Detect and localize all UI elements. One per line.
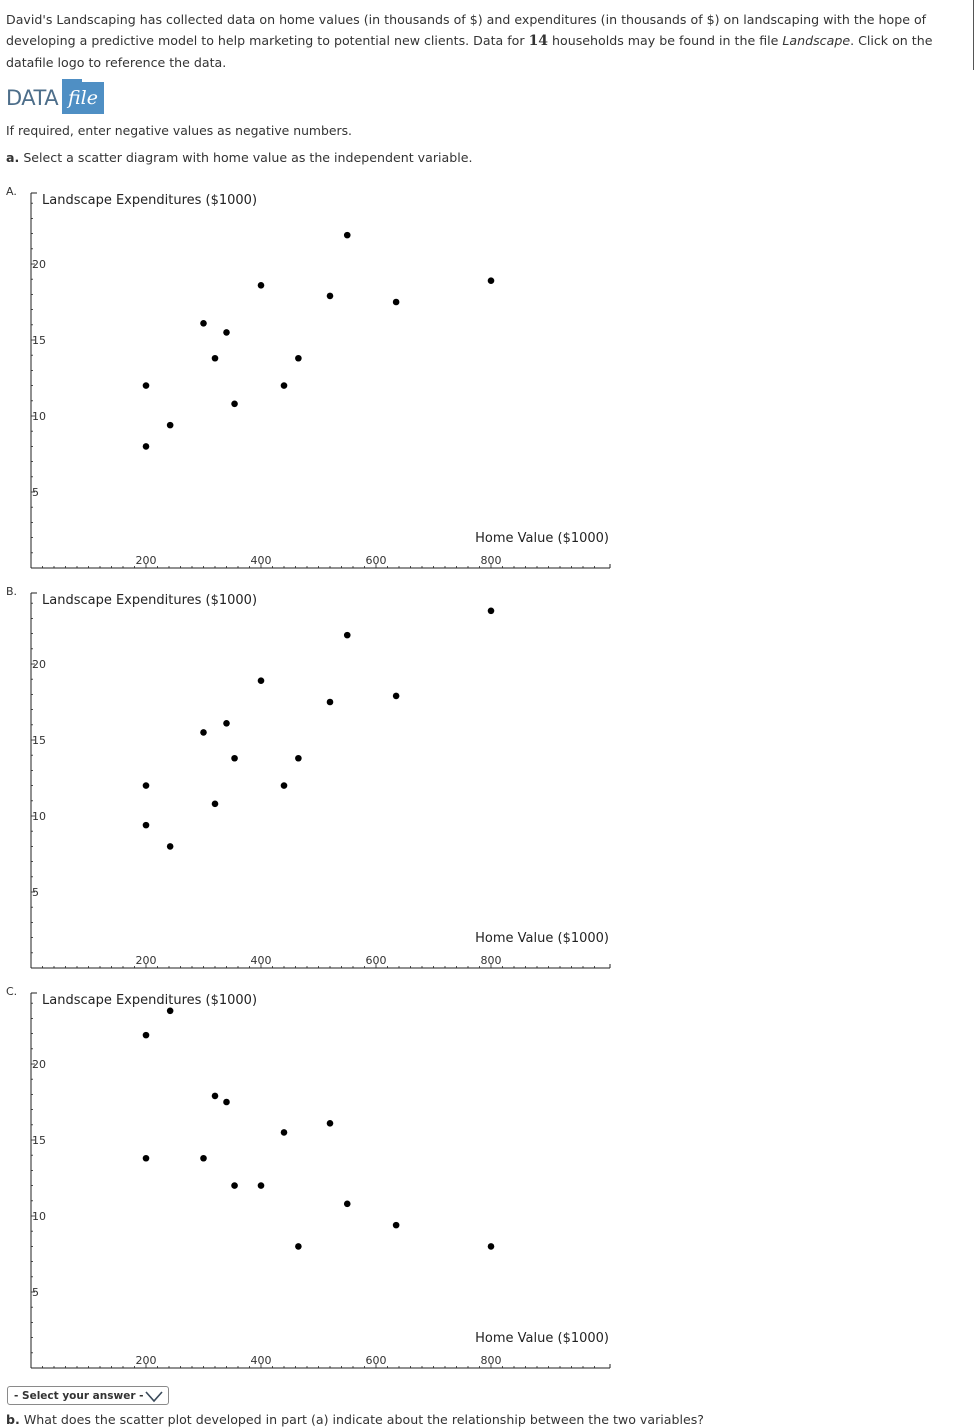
scatter-point [257, 1182, 265, 1189]
scatter-point [392, 1221, 400, 1229]
x-tick-label: 400 [251, 1354, 272, 1367]
x-tick-label: 800 [481, 954, 502, 967]
scatter-plot-b-svg: 5 10 15 20 200 400 600 800 Landscape Expenditure… [30, 592, 611, 969]
y-tick-label: 20 [32, 258, 46, 271]
scatter-point [166, 421, 174, 429]
scrollbar[interactable] [973, 0, 974, 70]
option-a-label: A. [6, 185, 17, 198]
datafile-logo-data-text: DATA [6, 86, 59, 110]
y-tick-label: 20 [32, 1058, 46, 1071]
scatter-point [280, 1129, 288, 1136]
option-c-label: C. [6, 985, 18, 998]
datafile-name: Landscape [782, 33, 851, 48]
datafile-logo-file-text: file [62, 79, 104, 114]
household-count: 14 [528, 33, 549, 49]
problem-statement: David's Landscaping has collected data o… [6, 12, 933, 70]
scatter-point [211, 354, 219, 362]
scatter-point [487, 277, 495, 285]
y-tick-label: 20 [32, 658, 46, 671]
scatter-point [257, 677, 265, 685]
scatter-point [231, 400, 238, 408]
scatter-point [166, 1007, 174, 1015]
scatter-point [200, 1154, 207, 1162]
scatter-point [166, 843, 174, 850]
answer-select-placeholder: - Select your answer - [14, 1390, 144, 1402]
scatter-point [343, 631, 351, 639]
x-axis-title: Home Value ($1000) [475, 1331, 609, 1346]
scatter-point [223, 329, 230, 336]
y-tick-label: 15 [32, 334, 46, 347]
chevron-down-icon [145, 1391, 163, 1403]
scatter-point [392, 298, 400, 306]
scatter-point [142, 821, 150, 829]
scatter-option-c[interactable]: 5 10 15 20 200 400 600 800 Landscape Expenditure… [0, 985, 620, 1385]
x-tick-label: 600 [366, 1354, 387, 1367]
scatter-point [200, 319, 207, 327]
scatter-point [280, 382, 288, 389]
scatter-point [326, 292, 334, 300]
x-tick-label: 600 [366, 554, 387, 567]
x-tick-label: 200 [136, 1354, 157, 1367]
x-tick-label: 600 [366, 954, 387, 967]
scatter-point [142, 782, 150, 789]
x-axis-title: Home Value ($1000) [475, 931, 609, 946]
scatter-point [257, 281, 265, 289]
x-tick-label: 400 [251, 554, 272, 567]
scatter-point [392, 692, 400, 700]
scatter-point [142, 382, 150, 389]
y-tick-label: 5 [32, 886, 39, 899]
datafile-logo-button[interactable]: DATA file [6, 79, 104, 114]
scatter-point [326, 698, 334, 706]
y-tick-label: 5 [32, 1286, 39, 1299]
y-tick-label: 15 [32, 734, 46, 747]
y-axis-title: Landscape Expenditures ($1000) [42, 593, 257, 608]
scatter-plot-c-svg: 5 10 15 20 200 400 600 800 Landscape Expenditure… [30, 992, 611, 1369]
scatter-point [343, 1200, 351, 1208]
scatter-point [211, 800, 219, 808]
scatter-point [487, 607, 495, 615]
x-tick-label: 200 [136, 954, 157, 967]
y-tick-label: 5 [32, 486, 39, 499]
scatter-point [200, 729, 207, 736]
scatter-point [295, 354, 302, 362]
scatter-point [326, 1119, 334, 1127]
scatter-point [295, 1243, 302, 1250]
scatter-point [295, 754, 302, 762]
y-axis-title: Landscape Expenditures ($1000) [42, 193, 257, 208]
y-tick-label: 10 [32, 810, 46, 823]
negative-values-note: If required, enter negative values as ne… [6, 123, 352, 138]
y-tick-label: 15 [32, 1134, 46, 1147]
scatter-point [343, 231, 351, 239]
scatter-option-a[interactable]: 5 10 15 20 200 400 600 800 Landscape Expenditure… [0, 185, 620, 585]
part-a-question: a. Select a scatter diagram with home va… [6, 150, 473, 165]
x-tick-label: 200 [136, 554, 157, 567]
scatter-point [223, 1098, 230, 1106]
part-b-question: b. What does the scatter plot developed … [6, 1412, 704, 1427]
scatter-point [223, 719, 230, 727]
y-tick-label: 10 [32, 410, 46, 423]
y-axis-title: Landscape Expenditures ($1000) [42, 993, 257, 1008]
scatter-point [231, 1182, 238, 1189]
scatter-point [211, 1092, 219, 1100]
x-tick-label: 400 [251, 954, 272, 967]
option-b-label: B. [6, 585, 18, 598]
scatter-option-b[interactable]: 5 10 15 20 200 400 600 800 Landscape Expenditure… [0, 585, 620, 985]
x-tick-label: 800 [481, 1354, 502, 1367]
scatter-point [142, 1154, 150, 1162]
x-tick-label: 800 [481, 554, 502, 567]
scatter-point [142, 443, 150, 450]
scatter-point [142, 1031, 150, 1039]
x-axis-title: Home Value ($1000) [475, 531, 609, 546]
y-tick-label: 10 [32, 1210, 46, 1223]
scatter-point [280, 782, 288, 789]
scatter-point [487, 1243, 495, 1250]
answer-select-dropdown[interactable]: - Select your answer - [7, 1386, 169, 1405]
scatter-plot-a-svg: 5 10 15 20 200 400 600 800 Landscape Expenditure… [30, 192, 611, 569]
scatter-point [231, 754, 238, 762]
